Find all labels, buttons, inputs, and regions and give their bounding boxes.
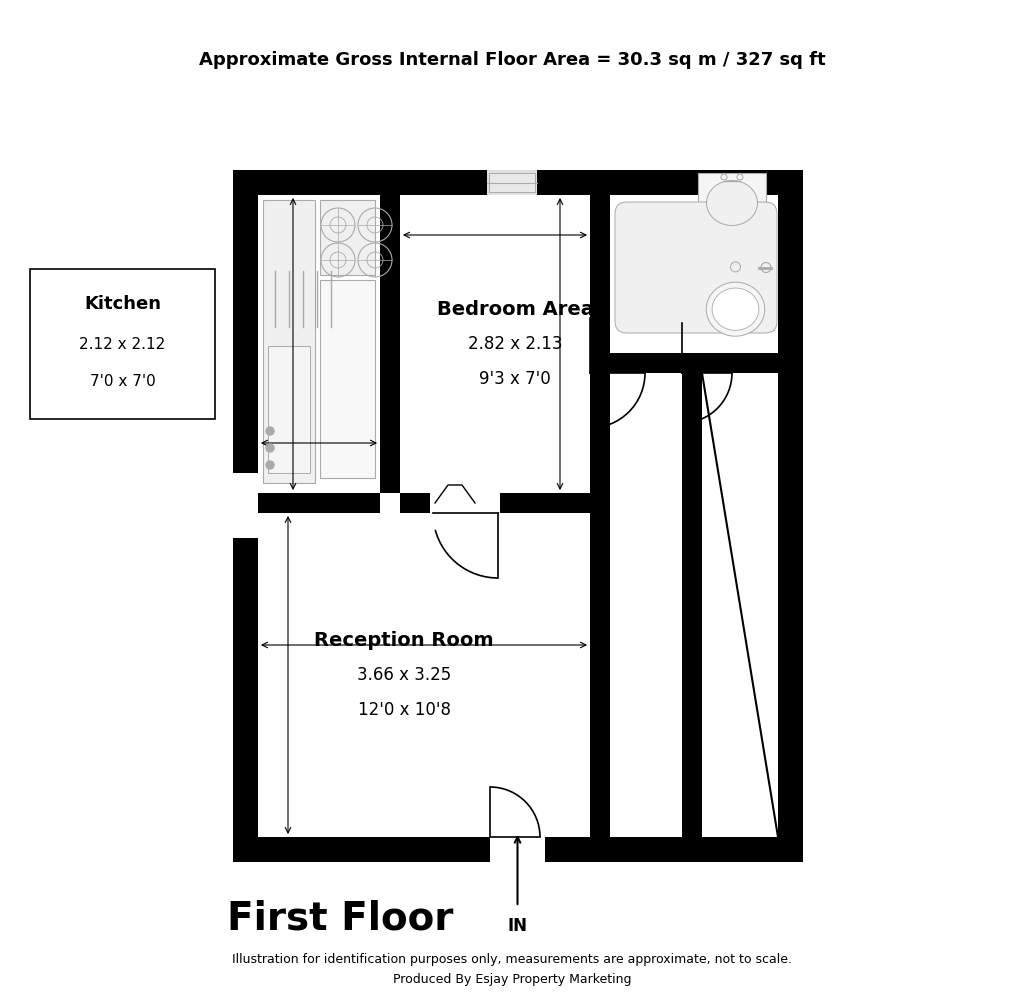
- Bar: [380, 195, 400, 493]
- Bar: [233, 473, 258, 538]
- Ellipse shape: [707, 181, 758, 226]
- Bar: [590, 195, 610, 837]
- Circle shape: [266, 427, 274, 435]
- Bar: [490, 837, 545, 862]
- Bar: [500, 493, 590, 513]
- FancyBboxPatch shape: [615, 202, 777, 333]
- Text: Approximate Gross Internal Floor Area = 30.3 sq m / 327 sq ft: Approximate Gross Internal Floor Area = …: [199, 51, 825, 69]
- Circle shape: [266, 444, 274, 452]
- Bar: [233, 837, 803, 862]
- Text: 2.12 x 2.12: 2.12 x 2.12: [80, 336, 166, 351]
- Text: Produced By Esjay Property Marketing: Produced By Esjay Property Marketing: [393, 973, 631, 986]
- Bar: [233, 170, 258, 862]
- Ellipse shape: [712, 288, 759, 330]
- Bar: [233, 538, 258, 837]
- Text: 7'0 x 7'0: 7'0 x 7'0: [90, 373, 156, 388]
- Text: 9'3 x 7'0: 9'3 x 7'0: [479, 370, 551, 388]
- Text: 12'0 x 10'8: 12'0 x 10'8: [357, 701, 451, 719]
- Ellipse shape: [707, 282, 765, 336]
- Text: Illustration for identification purposes only, measurements are approximate, not: Illustration for identification purposes…: [232, 953, 792, 966]
- Bar: [30, 269, 215, 419]
- Bar: [268, 345, 310, 473]
- Text: First Floor: First Floor: [226, 899, 454, 937]
- Text: IN: IN: [508, 917, 527, 935]
- Text: Bedroom Area: Bedroom Area: [436, 299, 594, 318]
- Bar: [319, 200, 375, 275]
- Bar: [263, 200, 315, 483]
- Text: Kitchen: Kitchen: [84, 295, 161, 313]
- Bar: [233, 195, 258, 473]
- Bar: [778, 170, 803, 862]
- Bar: [489, 173, 535, 192]
- Bar: [698, 173, 766, 233]
- Bar: [319, 280, 375, 478]
- Bar: [618, 205, 774, 330]
- Bar: [258, 493, 380, 513]
- Bar: [610, 353, 778, 373]
- Bar: [400, 493, 430, 513]
- Bar: [682, 373, 702, 837]
- Circle shape: [266, 461, 274, 469]
- Bar: [708, 250, 763, 284]
- Text: 3.66 x 3.25: 3.66 x 3.25: [357, 666, 452, 684]
- Bar: [233, 170, 803, 195]
- Text: Reception Room: Reception Room: [314, 631, 494, 650]
- Text: 2.82 x 2.13: 2.82 x 2.13: [468, 335, 562, 353]
- Bar: [487, 170, 537, 195]
